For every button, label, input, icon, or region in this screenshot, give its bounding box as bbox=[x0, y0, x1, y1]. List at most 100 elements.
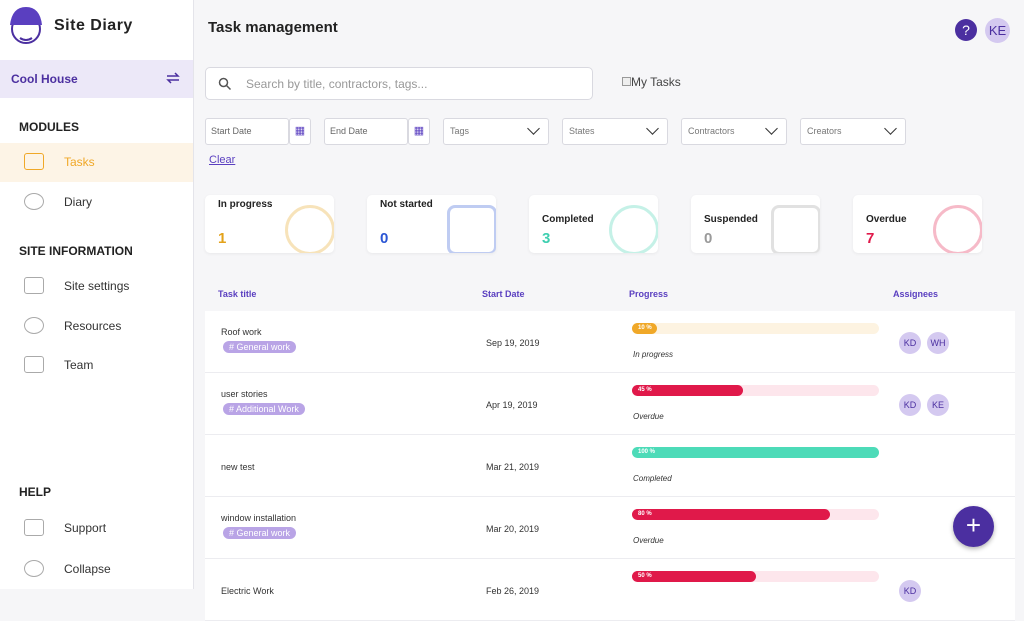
task-tag: # General work bbox=[223, 341, 297, 353]
stat-label: Suspended bbox=[704, 214, 758, 225]
nav-icon[interactable] bbox=[24, 153, 44, 170]
stat-decoration bbox=[447, 205, 496, 253]
nav-item[interactable]: Team bbox=[64, 358, 94, 372]
task-title: Electric Work bbox=[221, 586, 274, 596]
my-tasks-checkbox[interactable] bbox=[622, 77, 631, 86]
task-row[interactable]: Roof work # General work Sep 19, 2019 10 % I… bbox=[205, 311, 1015, 373]
task-tag: # Additional Work bbox=[223, 403, 305, 415]
nav-item[interactable]: Support bbox=[64, 521, 107, 535]
task-title: window installation bbox=[221, 513, 297, 523]
dropdown-label: Contractors bbox=[688, 126, 735, 136]
sidebar: Site Diary Cool House MODULES Tasks Diary S… bbox=[0, 0, 194, 589]
section-title: MODULES bbox=[19, 120, 79, 134]
nav-icon[interactable] bbox=[24, 519, 44, 536]
nav-icon[interactable] bbox=[24, 356, 44, 373]
dropdown[interactable] bbox=[443, 118, 549, 145]
stat-decoration bbox=[609, 205, 658, 253]
start-date: Mar 20, 2019 bbox=[486, 524, 540, 534]
stat-card: Completed 3 bbox=[529, 195, 658, 253]
dropdown-label: Tags bbox=[450, 126, 470, 136]
stat-value: 3 bbox=[542, 230, 551, 247]
progress-track bbox=[632, 385, 879, 396]
nav-item[interactable]: Tasks bbox=[64, 155, 95, 169]
nav-icon[interactable] bbox=[24, 317, 44, 334]
calendar-button[interactable]: ▦ bbox=[408, 118, 430, 145]
task-row[interactable]: user stories # Additional Work Apr 19, 201… bbox=[205, 373, 1015, 435]
search-icon bbox=[218, 77, 232, 91]
nav-item[interactable]: Diary bbox=[64, 195, 93, 209]
start-date: Sep 19, 2019 bbox=[486, 338, 540, 348]
stat-decoration bbox=[285, 205, 334, 253]
task-row[interactable]: window installation # General work Mar 20,… bbox=[205, 497, 1015, 559]
progress-label: 80 % bbox=[638, 511, 652, 517]
section-title: SITE INFORMATION bbox=[19, 244, 133, 258]
stat-value: 0 bbox=[704, 230, 713, 247]
assignee-avatar[interactable]: KD bbox=[899, 580, 921, 602]
dropdown[interactable] bbox=[800, 118, 906, 145]
progress-bar bbox=[632, 385, 744, 396]
help-button[interactable]: ? bbox=[955, 19, 977, 41]
user-avatar[interactable]: KE bbox=[985, 18, 1010, 43]
task-row[interactable]: new test Mar 21, 2019 100 % Completed bbox=[205, 435, 1015, 497]
project-bar[interactable] bbox=[0, 60, 193, 98]
assignee-avatar[interactable]: KE bbox=[927, 394, 949, 416]
stat-card: Not started 0 bbox=[367, 195, 496, 253]
stat-value: 1 bbox=[218, 230, 227, 247]
nav-icon[interactable] bbox=[24, 560, 44, 577]
start-date: Feb 26, 2019 bbox=[486, 586, 540, 596]
dropdown[interactable] bbox=[562, 118, 668, 145]
column-header: Task title bbox=[218, 289, 257, 299]
progress-label: 10 % bbox=[638, 325, 652, 331]
app-name: Site Diary bbox=[54, 17, 133, 34]
assignee-avatar[interactable]: WH bbox=[927, 332, 949, 354]
progress-bar bbox=[632, 447, 879, 458]
progress-bar bbox=[632, 509, 830, 520]
calendar-button[interactable]: ▦ bbox=[289, 118, 311, 145]
task-status: Completed bbox=[633, 474, 672, 483]
task-status: Overdue bbox=[633, 412, 664, 421]
date-placeholder: End Date bbox=[330, 126, 368, 136]
date-input[interactable] bbox=[324, 118, 408, 145]
project-name[interactable]: Cool House bbox=[11, 72, 78, 86]
start-date: Apr 19, 2019 bbox=[486, 400, 538, 410]
progress-label: 50 % bbox=[638, 573, 652, 579]
nav-icon[interactable] bbox=[24, 193, 44, 210]
logo bbox=[10, 7, 42, 44]
task-row[interactable]: Electric Work Feb 26, 2019 50 % KD bbox=[205, 559, 1015, 621]
progress-bar bbox=[632, 323, 657, 334]
dropdown[interactable] bbox=[681, 118, 787, 145]
date-input[interactable] bbox=[205, 118, 289, 145]
page-title: Task management bbox=[208, 19, 338, 36]
nav-item[interactable]: Resources bbox=[64, 319, 122, 333]
search-placeholder: Search by title, contractors, tags... bbox=[246, 77, 428, 91]
task-status: In progress bbox=[633, 350, 674, 359]
stat-value: 7 bbox=[866, 230, 875, 247]
stat-value: 0 bbox=[380, 230, 389, 247]
nav-icon[interactable] bbox=[24, 277, 44, 294]
switch-icon[interactable] bbox=[166, 72, 180, 84]
column-header: Progress bbox=[629, 289, 669, 299]
clear-link[interactable]: Clear bbox=[209, 154, 236, 166]
assignee-avatar[interactable]: KD bbox=[899, 332, 921, 354]
stat-label: Not started bbox=[380, 199, 433, 210]
stat-card: Overdue 7 bbox=[853, 195, 982, 253]
progress-label: 100 % bbox=[638, 449, 656, 455]
date-placeholder: Start Date bbox=[211, 126, 252, 136]
task-tag: # General work bbox=[223, 527, 297, 539]
nav-item[interactable]: Collapse bbox=[64, 562, 111, 576]
column-header: Start Date bbox=[482, 289, 525, 299]
stat-label: Completed bbox=[542, 214, 594, 225]
add-task-button[interactable]: + bbox=[953, 506, 994, 547]
assignee-avatar[interactable]: KD bbox=[899, 394, 921, 416]
dropdown-label: Creators bbox=[807, 126, 842, 136]
my-tasks-label[interactable]: My Tasks bbox=[631, 75, 681, 89]
task-title: Roof work bbox=[221, 327, 262, 337]
nav-item[interactable]: Site settings bbox=[64, 279, 130, 293]
task-title: new test bbox=[221, 462, 255, 472]
task-title: user stories bbox=[221, 389, 268, 399]
progress-label: 45 % bbox=[638, 387, 652, 393]
stat-card: Suspended 0 bbox=[691, 195, 820, 253]
search-box[interactable] bbox=[205, 67, 593, 100]
start-date: Mar 21, 2019 bbox=[486, 462, 540, 472]
